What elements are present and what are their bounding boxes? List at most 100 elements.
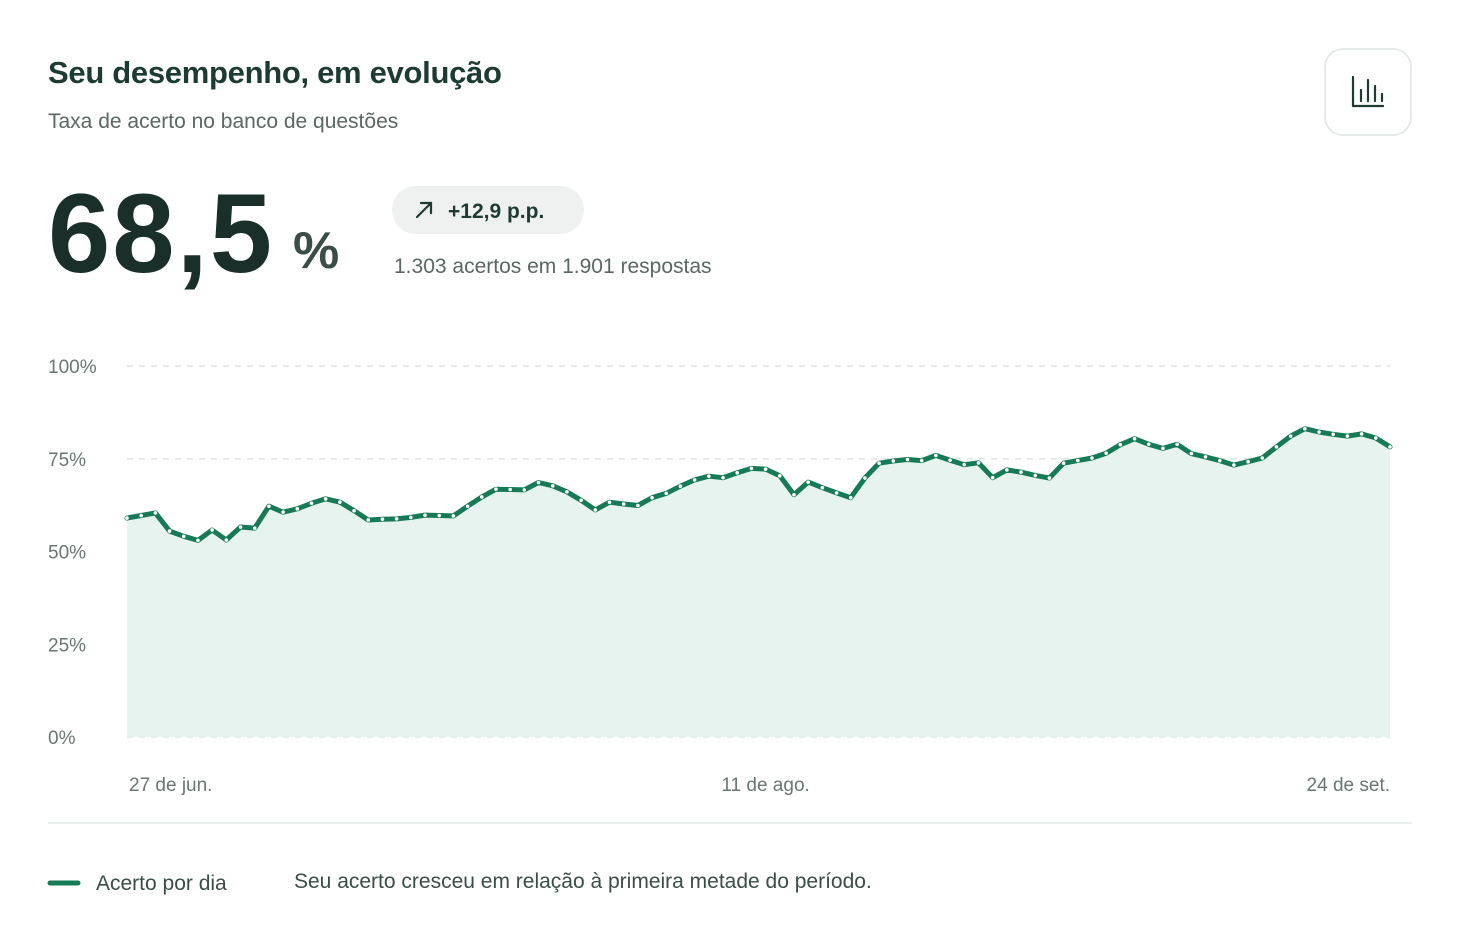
subtitle: Taxa de acerto no banco de questões bbox=[48, 110, 398, 133]
point bbox=[153, 511, 158, 515]
point bbox=[1104, 451, 1108, 455]
y-tick-label: 25% bbox=[48, 635, 86, 656]
title: Seu desempenho, em evolução bbox=[48, 55, 502, 90]
point bbox=[664, 491, 669, 496]
point bbox=[1232, 463, 1236, 467]
point bbox=[238, 525, 243, 529]
y-tick-label: 50% bbox=[48, 543, 86, 564]
point bbox=[806, 480, 810, 484]
point bbox=[1005, 468, 1009, 472]
point bbox=[139, 513, 143, 518]
point bbox=[735, 471, 740, 475]
point bbox=[707, 474, 711, 478]
point bbox=[607, 500, 612, 504]
point bbox=[1047, 476, 1052, 480]
point bbox=[934, 453, 938, 458]
point bbox=[479, 495, 484, 499]
point bbox=[820, 485, 825, 490]
point bbox=[536, 480, 541, 485]
point bbox=[848, 495, 853, 500]
point bbox=[409, 515, 413, 520]
y-tick-label: 75% bbox=[48, 450, 86, 471]
point bbox=[777, 474, 782, 478]
point bbox=[366, 518, 371, 522]
point bbox=[1146, 442, 1151, 447]
point bbox=[1217, 458, 1222, 463]
point bbox=[948, 458, 952, 463]
kpi-value: 68,5 bbox=[48, 171, 274, 296]
point bbox=[919, 458, 924, 463]
point bbox=[834, 491, 839, 495]
point bbox=[281, 510, 285, 514]
note: Seu acerto cresceu em relação à primeira… bbox=[294, 870, 872, 893]
point bbox=[579, 498, 583, 503]
point bbox=[1075, 458, 1080, 463]
point bbox=[1189, 451, 1194, 456]
point bbox=[522, 488, 527, 492]
point bbox=[636, 503, 640, 508]
arrow-icon bbox=[415, 201, 433, 219]
point bbox=[224, 538, 229, 542]
x-tick-label: 11 de ago. bbox=[721, 775, 809, 796]
y-tick-label: 0% bbox=[48, 728, 76, 749]
point bbox=[962, 462, 967, 467]
kpi-unit: % bbox=[293, 222, 339, 280]
point bbox=[465, 504, 470, 509]
point bbox=[181, 534, 186, 539]
point bbox=[451, 514, 456, 518]
legend-label: Acerto por dia bbox=[96, 872, 227, 895]
line bbox=[124, 426, 1393, 543]
y-tick-label: 100% bbox=[48, 357, 97, 378]
point bbox=[1331, 432, 1336, 437]
point bbox=[1033, 473, 1038, 478]
bar-icon bbox=[1351, 75, 1385, 108]
point bbox=[891, 459, 896, 463]
point bbox=[1203, 455, 1208, 459]
change-badge bbox=[392, 186, 584, 234]
point bbox=[267, 504, 271, 509]
area bbox=[127, 428, 1390, 737]
plot: 0% 25% 50% 75% 100% 27 de jun. 11 de ago. 24 de… bbox=[48, 357, 1393, 796]
point bbox=[650, 495, 654, 500]
point bbox=[1303, 426, 1307, 431]
point bbox=[380, 517, 385, 522]
point bbox=[323, 497, 328, 501]
point bbox=[1118, 442, 1123, 447]
point bbox=[1274, 445, 1279, 449]
point bbox=[565, 489, 569, 494]
chart-button[interactable] bbox=[1324, 48, 1412, 136]
detail-text: 1.303 acertos em 1.901 respostas bbox=[394, 255, 712, 278]
point bbox=[749, 466, 754, 471]
point bbox=[593, 508, 598, 512]
point bbox=[721, 475, 725, 480]
point bbox=[1317, 430, 1321, 434]
point bbox=[692, 478, 697, 482]
point bbox=[295, 507, 300, 511]
x-tick-label: 24 de set. bbox=[1307, 775, 1390, 796]
point bbox=[494, 487, 498, 491]
point bbox=[1090, 456, 1094, 460]
x-tick-label: 27 de jun. bbox=[129, 775, 212, 796]
point bbox=[1388, 445, 1392, 449]
point bbox=[125, 516, 129, 520]
point bbox=[990, 475, 995, 480]
point bbox=[621, 502, 626, 506]
point bbox=[1061, 461, 1066, 466]
point bbox=[1246, 459, 1250, 464]
point bbox=[196, 538, 200, 543]
point bbox=[1175, 442, 1179, 447]
point bbox=[877, 461, 881, 466]
point bbox=[550, 484, 555, 488]
point bbox=[905, 457, 910, 462]
point bbox=[338, 500, 342, 504]
point bbox=[437, 513, 442, 518]
point bbox=[1132, 436, 1137, 441]
point bbox=[352, 508, 356, 513]
point bbox=[1374, 436, 1378, 440]
change-text: +12,9 p.p. bbox=[448, 200, 544, 223]
point bbox=[1345, 434, 1350, 438]
point bbox=[252, 526, 257, 530]
point bbox=[678, 484, 683, 489]
